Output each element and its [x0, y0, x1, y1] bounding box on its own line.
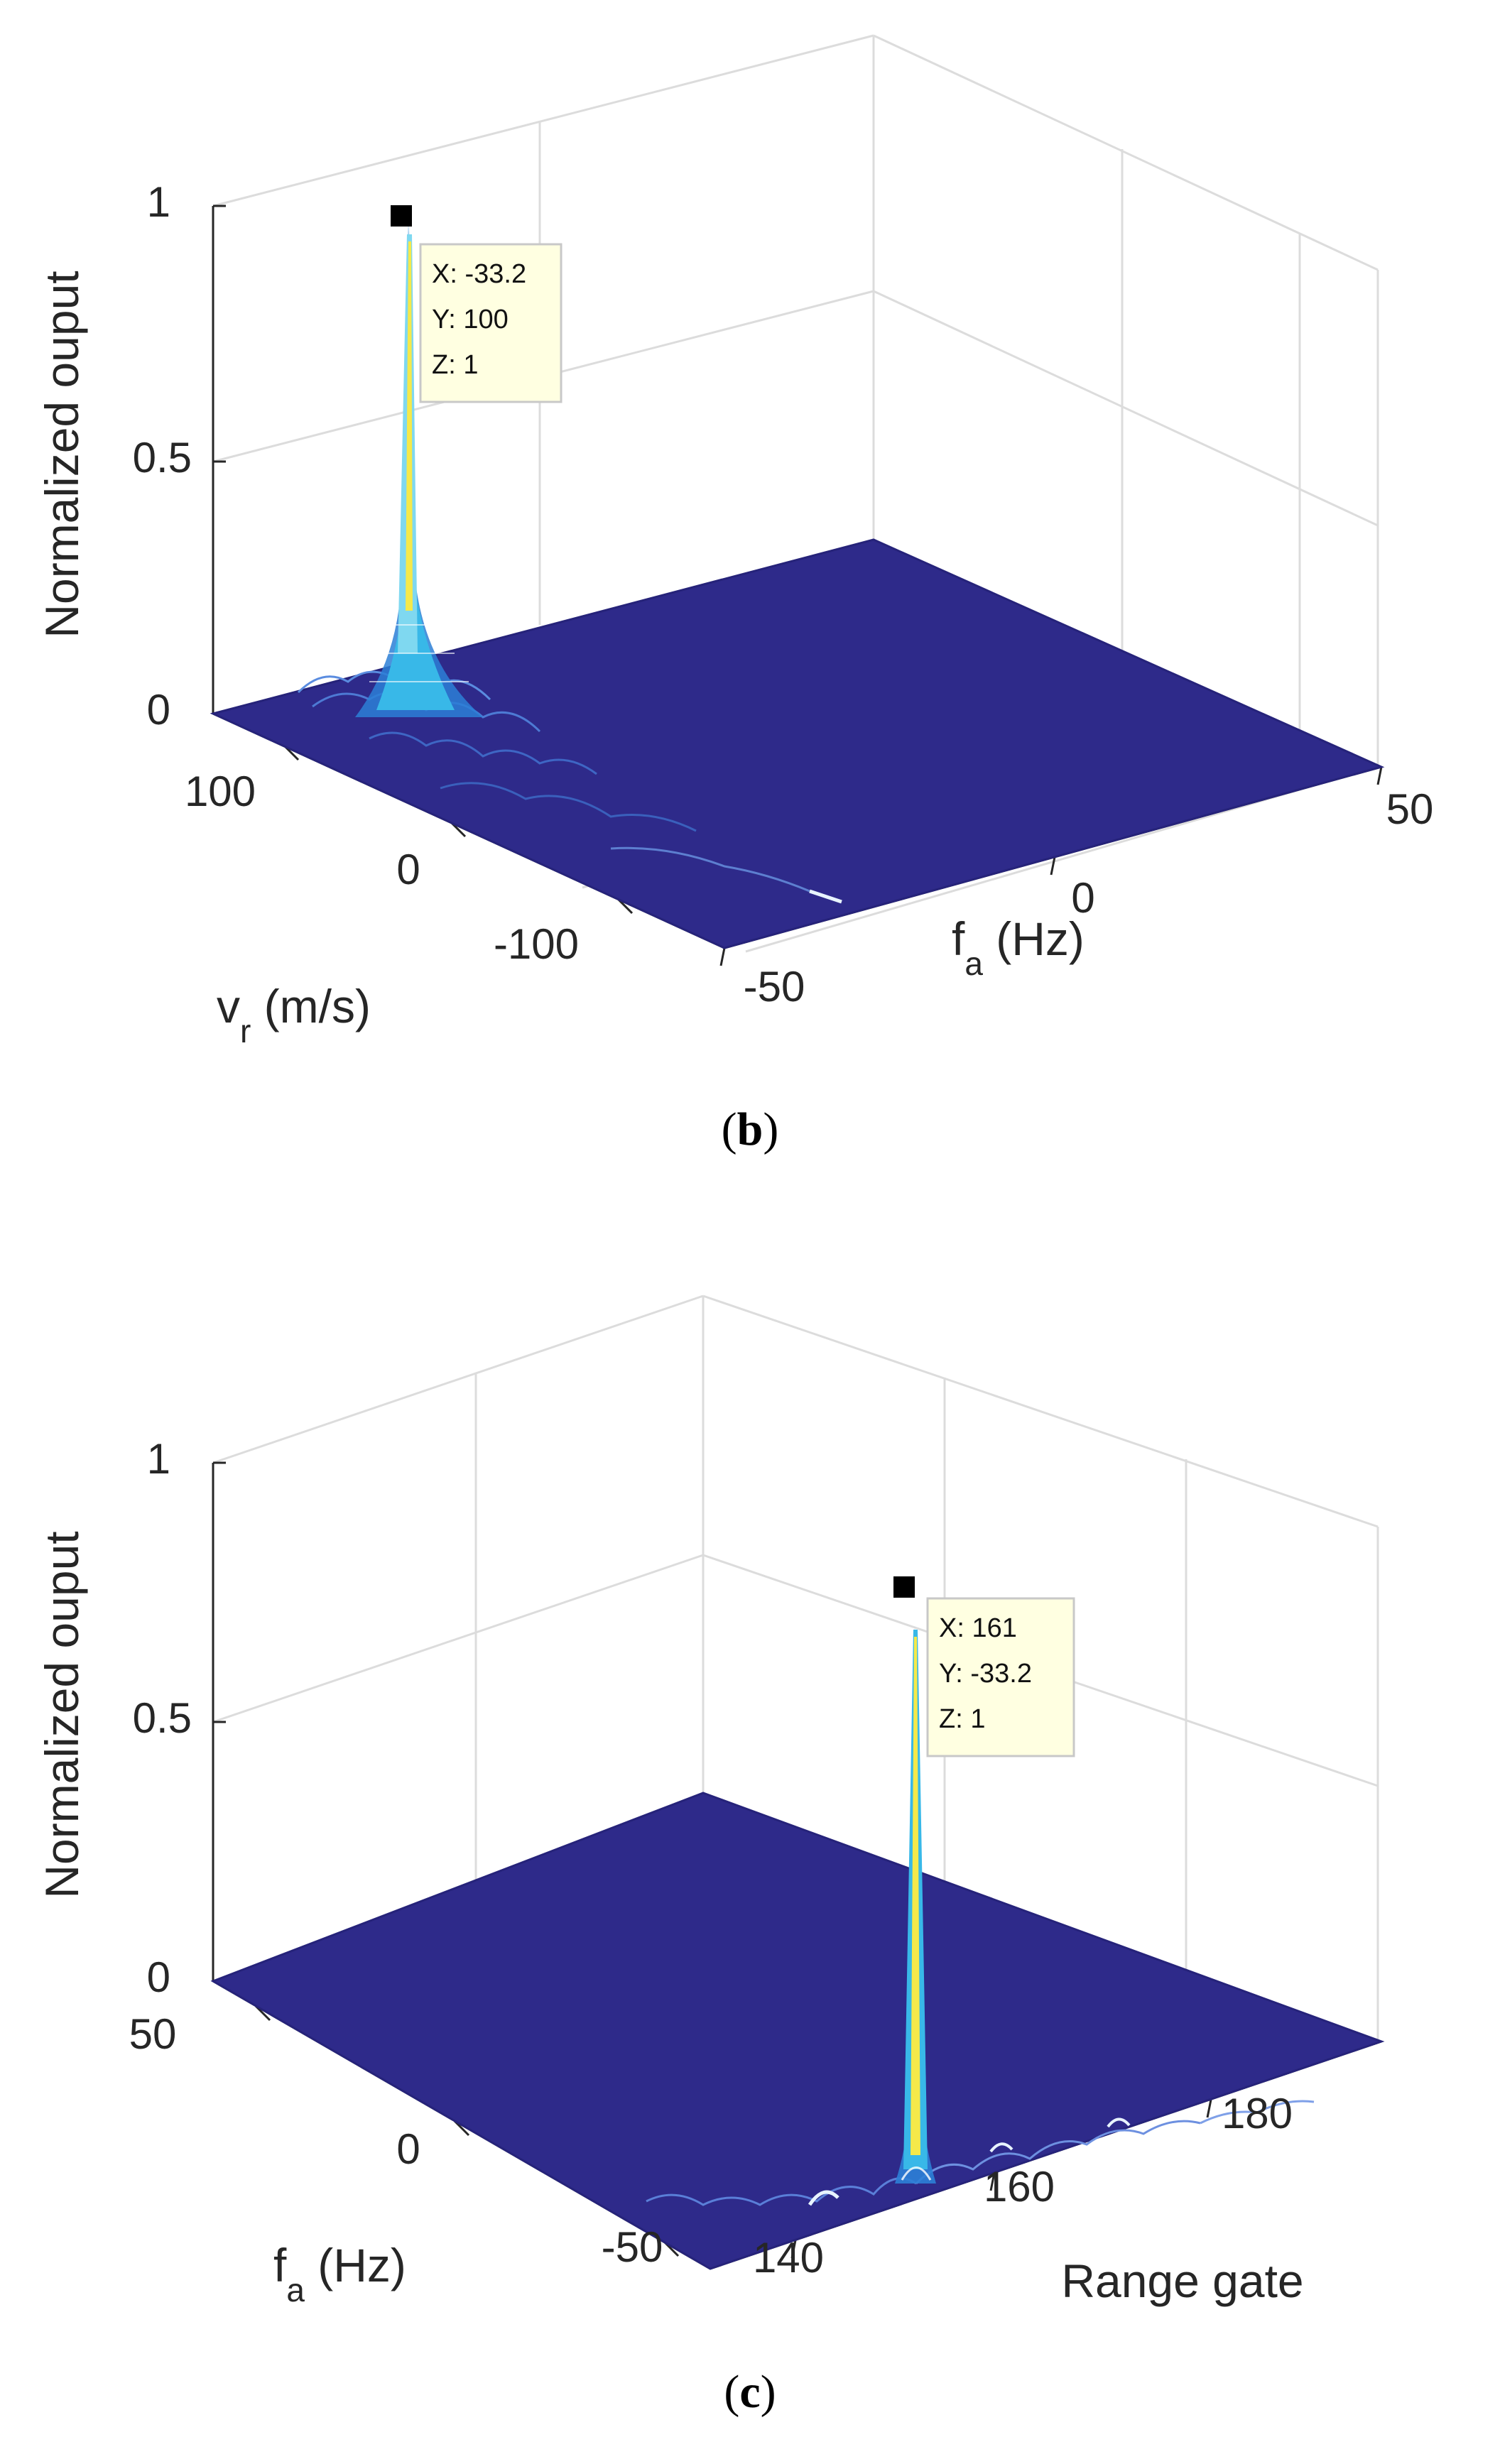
- chart-c-svg: X: 161 Y: -33.2 Z: 1 1 0.5 0 Normalized …: [36, 1294, 1385, 2418]
- chart-c-peak: [895, 1626, 936, 2184]
- chart-b-zlabel: Normalized ouput: [36, 271, 88, 638]
- chart-c-caption: (c): [724, 2366, 776, 2418]
- chart-b-ytick-100: 100: [185, 768, 256, 815]
- chart-c-datatip: X: 161 Y: -33.2 Z: 1: [926, 1597, 1075, 1757]
- chart-b-ztick-0: 0: [147, 686, 170, 734]
- chart-b-ztick-05: 0.5: [133, 434, 192, 481]
- chart-c-sidelobes: [646, 2100, 1315, 2206]
- chart-c-datatip-marker: [893, 1576, 915, 1598]
- chart-b-xlabel: fa (Hz): [952, 912, 1085, 982]
- chart-b-ytick-m100: -100: [494, 920, 579, 968]
- chart-c-ztick-0: 0: [147, 1953, 170, 2001]
- chart-c-xlabel: Range gate: [1061, 2255, 1303, 2307]
- chart-c-ztick-05: 0.5: [133, 1694, 192, 1742]
- chart-b-datatip-y: Y: 100: [432, 305, 509, 334]
- chart-c-zaxis: [212, 1461, 226, 1983]
- chart-c-datatip-z: Z: 1: [939, 1704, 985, 1734]
- chart-b-caption: (b): [722, 1103, 779, 1155]
- chart-c-ytick-m50: -50: [602, 2223, 663, 2271]
- chart-c-ytick-50: 50: [129, 2010, 177, 2058]
- chart-b-ylabel: vr (m/s): [217, 980, 371, 1050]
- chart-b-surface: [210, 538, 1385, 949]
- chart-b-ztick-1: 1: [147, 178, 170, 226]
- chart-b-ytick-0: 0: [396, 846, 420, 893]
- chart-c-datatip-x: X: 161: [939, 1613, 1017, 1643]
- chart-b-datatip-z: Z: 1: [432, 350, 478, 380]
- chart-b-datatip: X: -33.2 Y: 100 Z: 1: [419, 243, 562, 403]
- chart-panel-b: X: -33.2 Y: 100 Z: 1 1 0.5 0 Normalized …: [36, 34, 1434, 1155]
- chart-b-xtick-50: 50: [1386, 785, 1434, 833]
- chart-c-ylabel: fa (Hz): [273, 2239, 406, 2308]
- chart-b-svg: X: -33.2 Y: 100 Z: 1 1 0.5 0 Normalized …: [36, 34, 1434, 1155]
- chart-c-xtick-140: 140: [753, 2234, 824, 2282]
- chart-b-datatip-x: X: -33.2: [432, 259, 526, 289]
- chart-c-xtick-180: 180: [1222, 2090, 1293, 2137]
- chart-c-surface: [210, 1792, 1385, 2270]
- chart-c-ztick-1: 1: [147, 1435, 170, 1483]
- chart-b-datatip-marker: [391, 205, 412, 227]
- chart-c-datatip-y: Y: -33.2: [939, 1659, 1032, 1689]
- chart-b-xtick-m50: -50: [744, 963, 805, 1010]
- chart-panel-c: X: 161 Y: -33.2 Z: 1 1 0.5 0 Normalized …: [0, 1232, 1500, 2464]
- chart-b-peak: [355, 220, 483, 717]
- chart-c-ytick-0: 0: [396, 2125, 420, 2173]
- chart-c-xtick-160: 160: [984, 2163, 1055, 2210]
- chart-c-zlabel: Normalized ouput: [36, 1531, 88, 1898]
- chart-b-xtick-0: 0: [1071, 874, 1094, 922]
